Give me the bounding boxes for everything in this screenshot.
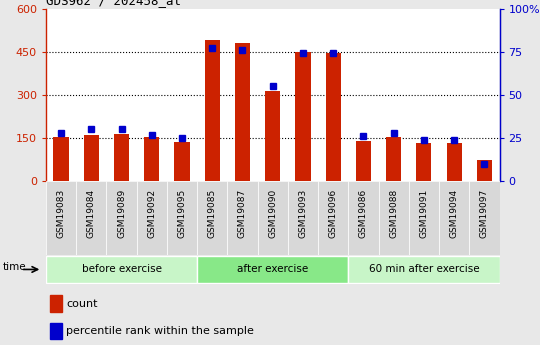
Bar — [53, 137, 69, 181]
Bar — [469, 181, 500, 255]
Bar — [326, 53, 341, 181]
Text: GSM19084: GSM19084 — [87, 188, 96, 238]
Text: GSM19087: GSM19087 — [238, 188, 247, 238]
Bar — [258, 181, 288, 255]
Text: count: count — [66, 299, 98, 308]
Bar — [46, 256, 197, 283]
Bar — [235, 43, 250, 181]
Text: GSM19091: GSM19091 — [420, 188, 428, 238]
Text: GSM19083: GSM19083 — [57, 188, 65, 238]
Bar — [114, 134, 129, 181]
Bar — [288, 181, 318, 255]
Bar — [46, 181, 76, 255]
Text: GSM19089: GSM19089 — [117, 188, 126, 238]
Text: GSM19096: GSM19096 — [329, 188, 338, 238]
Bar — [439, 181, 469, 255]
Text: before exercise: before exercise — [82, 265, 161, 274]
Bar — [84, 135, 99, 181]
Bar — [265, 90, 280, 181]
Text: GSM19097: GSM19097 — [480, 188, 489, 238]
Text: GSM19090: GSM19090 — [268, 188, 277, 238]
Bar — [348, 181, 379, 255]
Bar — [50, 323, 62, 339]
Bar — [167, 181, 197, 255]
Bar — [447, 143, 462, 181]
Bar — [144, 137, 159, 181]
Text: GSM19092: GSM19092 — [147, 188, 156, 238]
Bar — [416, 143, 431, 181]
Bar — [137, 181, 167, 255]
Bar — [348, 256, 500, 283]
Text: GSM19086: GSM19086 — [359, 188, 368, 238]
Bar — [318, 181, 348, 255]
Text: 60 min after exercise: 60 min after exercise — [369, 265, 479, 274]
Bar — [205, 40, 220, 181]
Text: GSM19095: GSM19095 — [178, 188, 186, 238]
Bar — [197, 181, 227, 255]
Text: time: time — [2, 262, 26, 272]
Bar — [386, 137, 401, 181]
Bar — [76, 181, 106, 255]
Bar — [197, 256, 348, 283]
Bar — [477, 159, 492, 181]
Text: percentile rank within the sample: percentile rank within the sample — [66, 326, 254, 336]
Bar — [174, 142, 190, 181]
Bar — [356, 141, 371, 181]
Text: GSM19094: GSM19094 — [450, 188, 458, 238]
Text: after exercise: after exercise — [237, 265, 308, 274]
Text: GSM19093: GSM19093 — [299, 188, 307, 238]
Text: GSM19088: GSM19088 — [389, 188, 398, 238]
Bar — [295, 52, 310, 181]
Bar — [409, 181, 439, 255]
Bar — [379, 181, 409, 255]
Text: GSM19085: GSM19085 — [208, 188, 217, 238]
Bar — [227, 181, 258, 255]
Bar — [106, 181, 137, 255]
Bar — [50, 295, 62, 312]
Text: GDS962 / 202458_at: GDS962 / 202458_at — [46, 0, 181, 8]
